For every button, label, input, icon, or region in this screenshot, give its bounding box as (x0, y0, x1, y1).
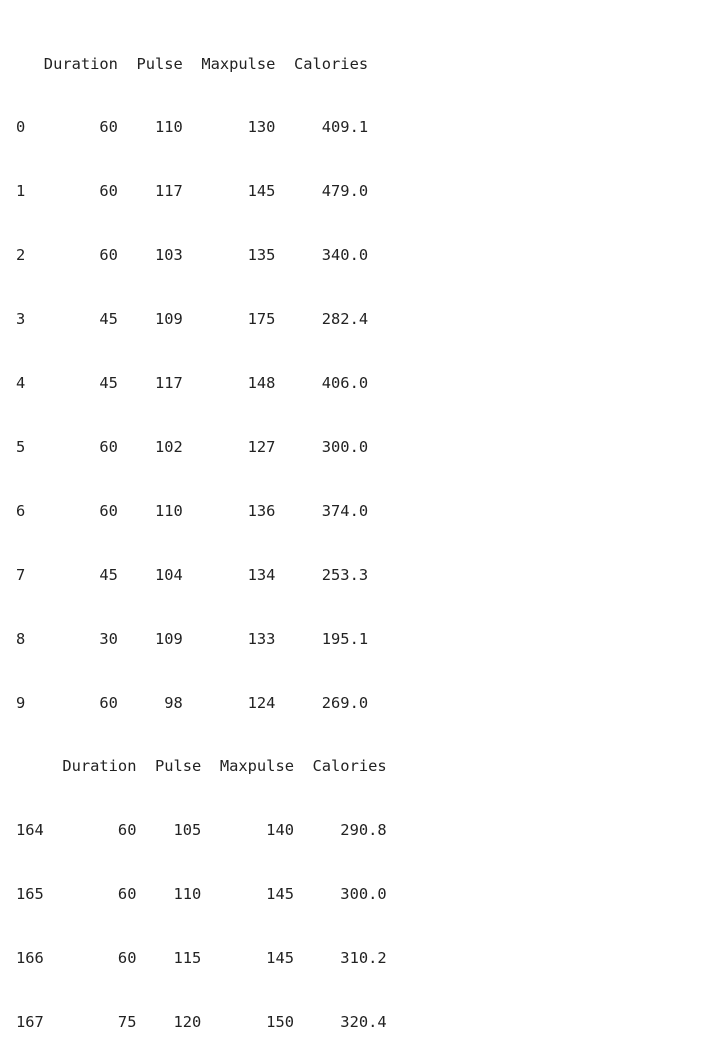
head-table-row: 2 60 103 135 340.0 (16, 246, 369, 265)
tail-table-header: Duration Pulse Maxpulse Calories (16, 757, 387, 776)
console-output: Duration Pulse Maxpulse Calories 0 60 11… (16, 11, 387, 1048)
head-table-row: 8 30 109 133 195.1 (16, 629, 369, 648)
tail-table-row: 167 75 120 150 320.4 (16, 1012, 387, 1031)
head-table-row: 3 45 109 175 282.4 (16, 310, 369, 329)
head-table-row: 6 60 110 136 374.0 (16, 501, 369, 520)
tail-table-row: 164 60 105 140 290.8 (16, 821, 387, 840)
head-table-row: 7 45 104 134 253.3 (16, 565, 369, 584)
head-table-header: Duration Pulse Maxpulse Calories (16, 54, 369, 73)
head-table-row: 9 60 98 124 269.0 (16, 693, 369, 712)
tail-table-row: 165 60 110 145 300.0 (16, 885, 387, 904)
head-table-row: 0 60 110 130 409.1 (16, 118, 369, 137)
head-table-row: 5 60 102 127 300.0 (16, 437, 369, 456)
head-table-row: 4 45 117 148 406.0 (16, 374, 369, 393)
head-table-row: 1 60 117 145 479.0 (16, 182, 369, 201)
tail-table-row: 166 60 115 145 310.2 (16, 949, 387, 968)
